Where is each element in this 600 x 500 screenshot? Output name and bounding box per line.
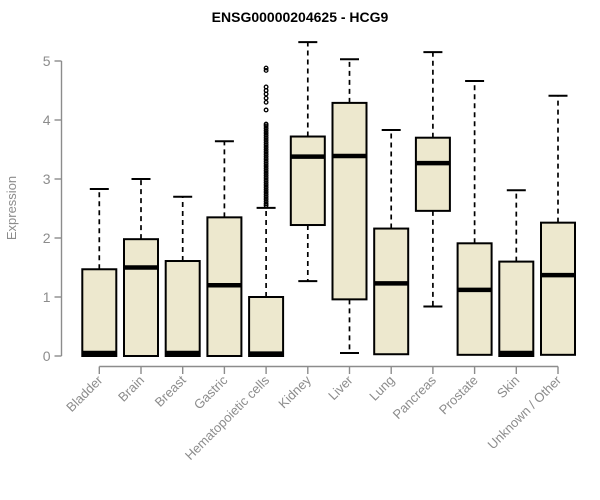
iqr-box [289,135,326,227]
outlier-point [263,182,269,188]
outlier-point [263,194,269,200]
boxplot-box-breast [164,195,201,358]
iqr-box [164,260,201,358]
outlier-point [263,67,269,73]
outlier-point [263,99,269,105]
boxplot-box-liver [331,58,368,355]
outlier-point [263,165,269,171]
y-tick-label: 0 [43,348,51,364]
outlier-point [263,123,269,129]
outlier-point [263,130,269,136]
outlier-point [263,144,269,150]
y-tick-label: 1 [43,289,51,305]
iqr-box [498,260,535,358]
boxplot-box-pancreas [414,51,451,308]
outlier-point [263,196,269,202]
boxplot-box-bladder [81,188,118,357]
outlier-point [263,149,269,155]
outlier-point [263,147,269,152]
y-axis: 0 1 2 3 4 5 Expression [4,53,63,364]
outlier-point [263,161,269,167]
outlier-point [263,184,269,190]
iqr-box [248,296,285,357]
iqr-box [373,227,410,356]
outlier-point [263,180,269,185]
outlier-point [263,135,269,141]
outlier-point [263,139,269,145]
outlier-point [263,128,269,134]
boxplot-box-unknown-other [540,94,576,356]
boxplot-box-hematopoietic-cells [248,65,285,357]
outlier-point [263,191,269,197]
outlier-point [263,158,269,164]
outlier-point [263,125,269,131]
outlier-point [263,203,269,208]
outlier-point [263,168,269,174]
y-tick-label: 5 [43,53,51,69]
chart-title: ENSG00000204625 - HCG9 [212,9,389,25]
boxplot-box-brain [123,178,159,357]
boxplot-box-skin [498,189,535,358]
iqr-box [540,221,576,356]
outlier-point [263,156,269,162]
outlier-point [263,189,269,195]
iqr-box [456,242,493,356]
outlier-point [263,132,269,138]
outlier-point [263,173,269,178]
boxplot-box-kidney [289,41,326,283]
iqr-box [123,238,159,357]
iqr-box [81,268,118,357]
outlier-point [263,187,269,193]
outlier-point [263,154,269,160]
y-axis-label: Expression [4,176,19,240]
outlier-point [263,175,269,181]
y-tick-label: 4 [43,112,51,128]
iqr-box [331,101,368,301]
boxplot-box-lung [373,129,410,356]
iqr-box [414,136,451,212]
outlier-point [263,163,269,169]
outlier-point [263,107,269,113]
outlier-point [263,201,269,207]
y-tick-label: 3 [43,171,51,187]
boxplot-box-gastric [206,140,243,357]
outlier-point [263,142,269,148]
outlier-point [263,137,269,143]
outlier-point [263,151,269,157]
y-tick-label: 2 [43,230,51,246]
outlier-point [263,65,269,71]
outlier-point [263,170,269,176]
outlier-point [263,177,269,183]
boxplot-box-prostate [456,80,493,356]
